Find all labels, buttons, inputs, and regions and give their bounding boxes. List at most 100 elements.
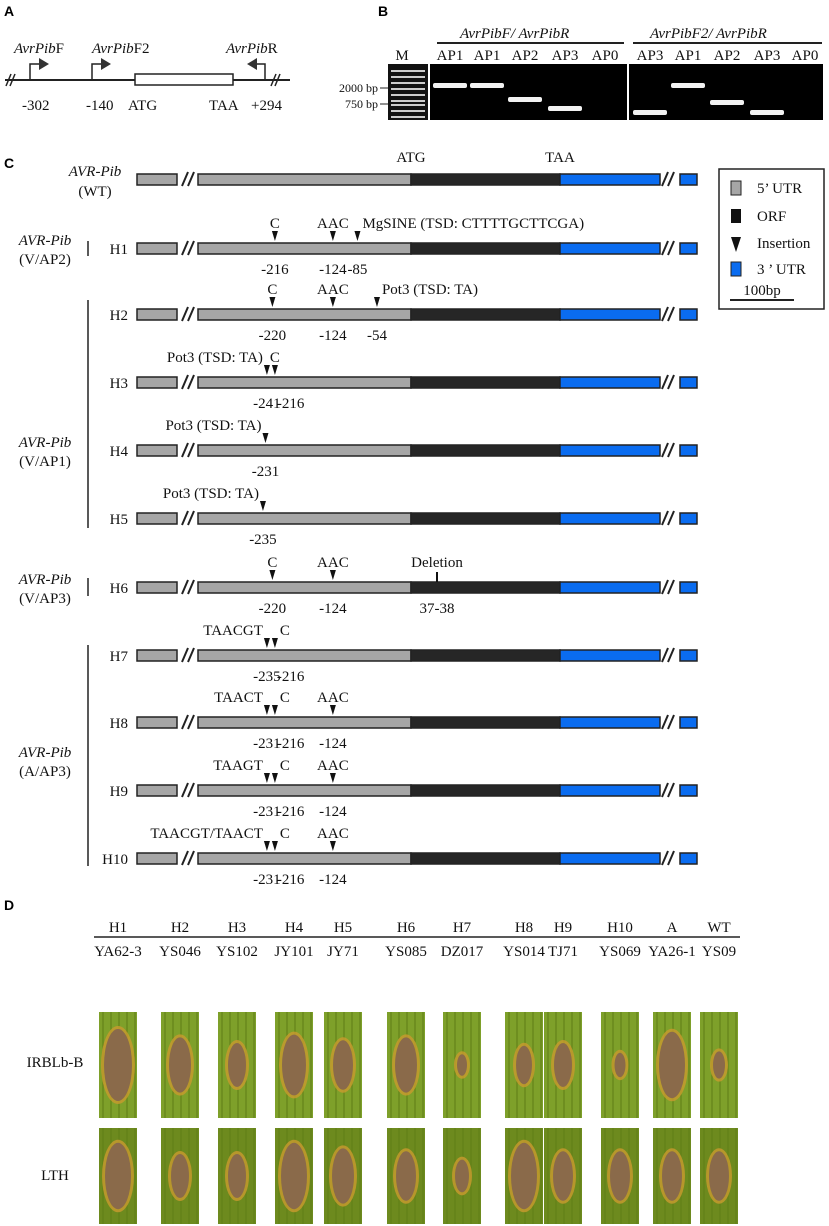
ladder-bands: [391, 70, 425, 118]
insertion-label: AAC: [317, 216, 349, 232]
utr5-upstream: [136, 308, 178, 321]
lane-label: AP0: [792, 48, 819, 64]
leaf-irblb: [324, 1012, 362, 1118]
legend-orf: ORF: [757, 209, 786, 225]
group-name: AVR-Pib: [18, 233, 72, 249]
ladder-band: [391, 110, 425, 112]
utr3-downstream: [679, 444, 698, 457]
position-label: -124: [319, 601, 347, 617]
ladder-band: [391, 100, 425, 102]
insertion-icon: [271, 365, 278, 375]
row-label-lth: LTH: [41, 1168, 69, 1184]
gene-bar: [136, 510, 698, 526]
insertion-label: C: [267, 282, 277, 298]
utr5-upstream: [136, 716, 178, 729]
position-label: -124: [319, 804, 347, 820]
atg-label: ATG: [396, 150, 425, 166]
haplotype-id: H4: [110, 444, 129, 460]
lesion: [516, 1045, 532, 1085]
lesion: [511, 1142, 537, 1210]
gene-bar: [136, 240, 698, 256]
isolate-label: YA26-1: [648, 944, 696, 960]
group-name: AVR-Pib: [18, 435, 72, 451]
gel-band: [548, 106, 582, 111]
leaf-lth: [99, 1128, 137, 1224]
insertion-label: C: [270, 350, 280, 366]
orf-segment: [410, 173, 561, 186]
utr3-swatch: [730, 261, 742, 277]
utr5-upstream: [136, 444, 178, 457]
leaf-lth: [700, 1128, 738, 1224]
orf-box: [134, 73, 234, 86]
wt-name: AVR-Pib: [68, 164, 122, 180]
utr3-segment: [559, 649, 661, 662]
haplotype-label: H5: [334, 920, 352, 936]
position-label: -85: [347, 262, 367, 278]
lesion: [104, 1029, 132, 1101]
break-icon: [5, 73, 281, 87]
pos-f: -302: [22, 98, 50, 114]
haplotype-id: H8: [110, 716, 128, 732]
haplotype-diagram: AVR-Pib (WT) ATG TAA H1 C -216 AAC -124 MgSIN…: [18, 150, 698, 888]
orf-segment: [410, 852, 561, 865]
insertion-icon: [259, 501, 266, 511]
haplotype-id: H9: [110, 784, 128, 800]
haplotype-label: H4: [285, 920, 304, 936]
isolate-label: YS046: [159, 944, 201, 960]
ladder-band: [391, 104, 425, 106]
primer-map: AvrPibF AvrPibF2 AvrPibR -302 -140 ATG T…: [5, 41, 290, 114]
isolate-label: YA62-3: [94, 944, 142, 960]
utr5-upstream: [136, 649, 178, 662]
insertion-label: AAC: [317, 555, 349, 571]
leaf-assay: IRBLb-B LTH H1 YA62-3 H2 YS046 H3 YS102 H4 JY10…: [27, 920, 740, 1224]
haplotype-id: H6: [110, 581, 129, 597]
insertion-label: MgSINE (TSD: CTTTTGCTTCGA): [362, 216, 584, 232]
insertion-label: AAC: [317, 690, 349, 706]
group-sub: (V/AP3): [19, 591, 71, 607]
utr3-downstream: [679, 581, 698, 594]
orf-segment: [410, 444, 561, 457]
break-icon: [181, 714, 195, 730]
insertion-label: C: [280, 623, 290, 639]
utr5-segment: [197, 581, 412, 594]
lesion: [281, 1142, 307, 1210]
utr3-downstream: [679, 649, 698, 662]
ladder-band: [391, 88, 425, 90]
insertion-label: C: [280, 826, 290, 842]
break-icon: [661, 374, 675, 390]
utr3-segment: [559, 784, 661, 797]
break-icon: [661, 171, 675, 187]
haplotype-label: H1: [109, 920, 127, 936]
ladder-2000: 2000 bp: [339, 81, 378, 95]
insertion-label: Pot3 (TSD: TA): [382, 282, 478, 298]
gene-bar: [136, 647, 698, 663]
position-label: -124: [319, 736, 347, 752]
row-label-irblb: IRBLb-B: [27, 1055, 84, 1071]
lane-label: AP3: [552, 48, 579, 64]
lane-label: AP3: [754, 48, 781, 64]
leaf-irblb: [161, 1012, 199, 1118]
primer-f2-label: AvrPibF2: [91, 41, 150, 57]
wt-sub: (WT): [78, 184, 111, 200]
stop-codon: TAA: [209, 98, 239, 114]
insertion-label: AAC: [317, 282, 349, 298]
position-label: -231: [252, 464, 280, 480]
insertion-label: TAACGT: [203, 623, 263, 639]
gel-group2-label: AvrPibF2/ AvrPibR: [649, 26, 767, 42]
insertion-icon: [263, 841, 270, 851]
break-icon: [181, 579, 195, 595]
isolate-label: YS102: [216, 944, 258, 960]
break-icon: [661, 579, 675, 595]
lane-label: AP1: [474, 48, 501, 64]
break-icon: [181, 647, 195, 663]
panel-label-c: C: [4, 155, 14, 171]
lesion: [332, 1148, 354, 1204]
insertion-icon: [271, 841, 278, 851]
gel-band: [710, 100, 744, 105]
utr5-upstream: [136, 852, 178, 865]
gene-bar: [136, 782, 698, 798]
break-icon: [661, 442, 675, 458]
haplotype-label: WT: [707, 920, 730, 936]
primer-f2-arrow-icon: [91, 58, 111, 80]
